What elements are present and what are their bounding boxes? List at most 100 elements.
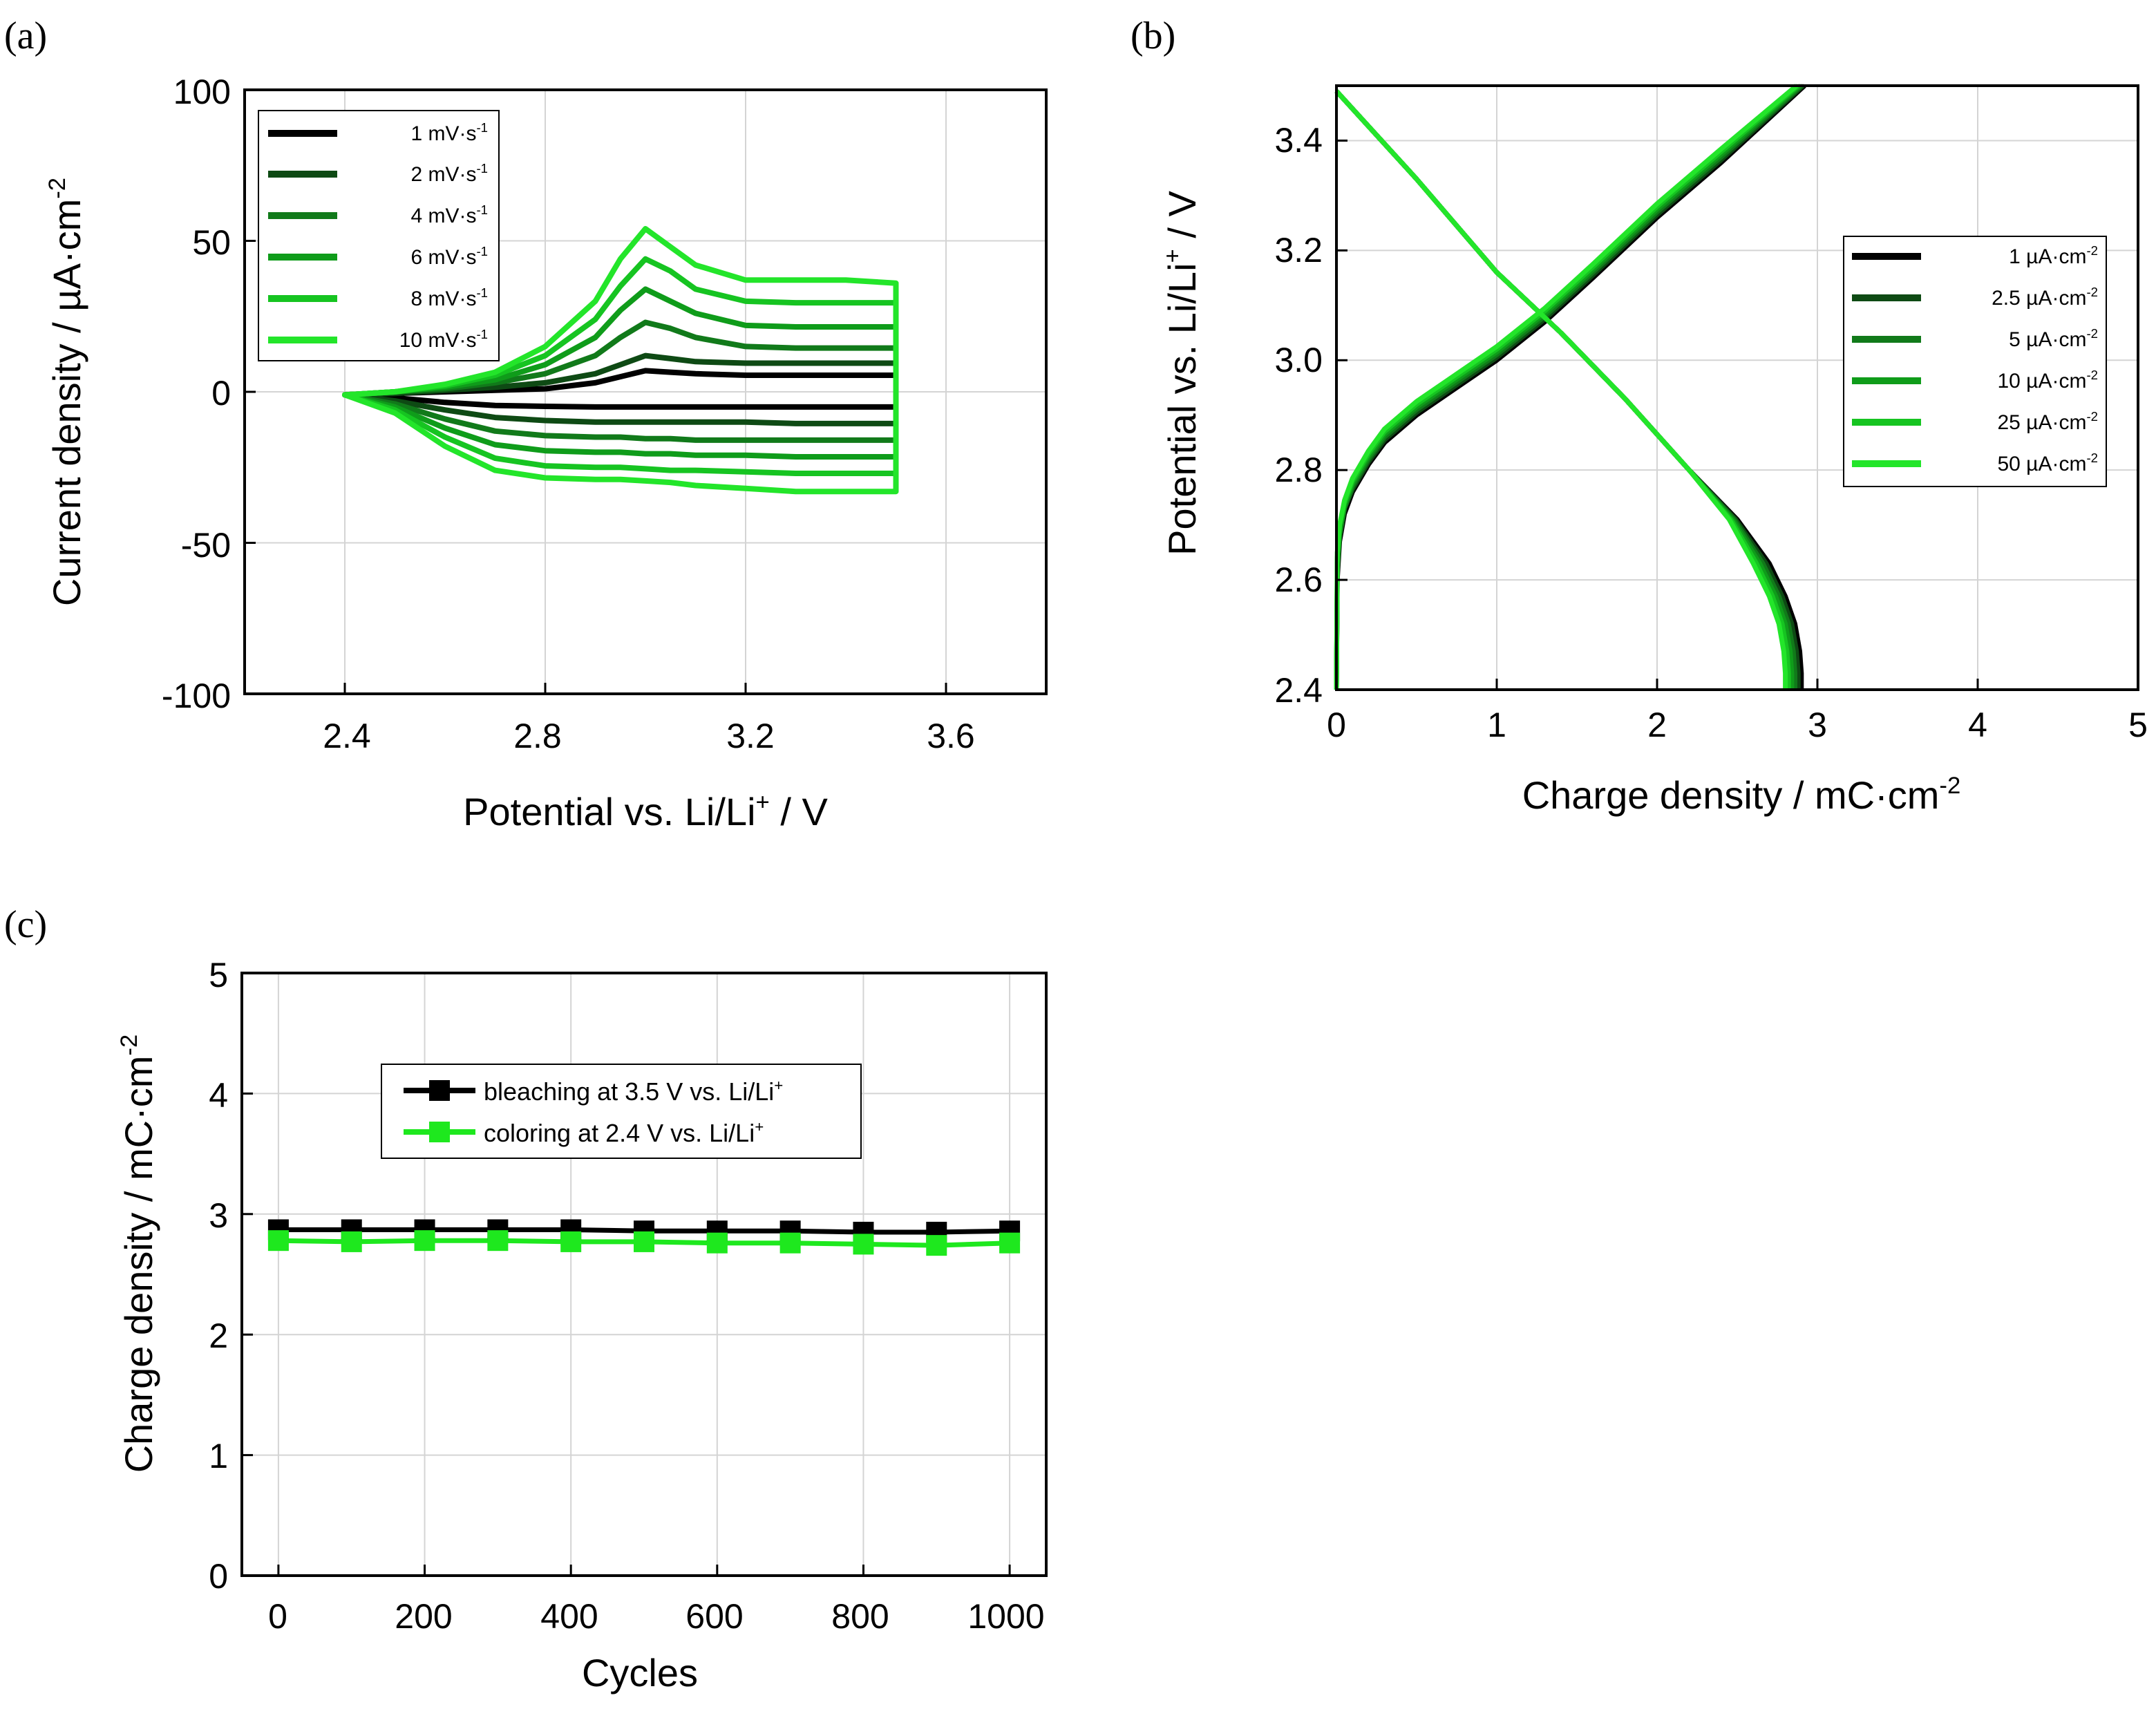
c-data-point <box>267 1230 289 1252</box>
c-y-axis-title: Charge density / mC·cm-2 <box>116 1035 160 1473</box>
panel-c-legend: bleaching at 3.5 V vs. Li/Li+ coloring a… <box>381 1064 862 1159</box>
c-data-point <box>999 1232 1021 1254</box>
c-xtick-label: 1000 <box>967 1597 1044 1636</box>
b-coloring-curve <box>1334 89 1795 690</box>
b-bleaching-curve <box>1334 84 1799 690</box>
c-xtick-label: 200 <box>395 1597 452 1636</box>
b-coloring-curve <box>1334 89 1788 690</box>
b-xtick-label: 3 <box>1808 706 1827 744</box>
b-y-axis-title: Potential vs. Li/Li+ / V <box>1160 191 1204 556</box>
c-x-axis-title: Cycles <box>582 1651 698 1694</box>
a-legend-entry: 10 mV·s-1 <box>399 327 488 352</box>
a-ytick-label: 0 <box>211 374 231 413</box>
c-legend-box <box>381 1064 862 1159</box>
a-ytick-label: -100 <box>162 677 231 715</box>
b-legend-box <box>1843 236 2107 487</box>
c-ytick-label: 3 <box>209 1196 228 1235</box>
a-legend-entry: 4 mV·s-1 <box>410 202 488 227</box>
c-ytick-label: 5 <box>209 956 228 994</box>
b-coloring-curve <box>1334 89 1797 690</box>
b-legend-entry: 2.5 µA·cm-2 <box>1992 285 2098 310</box>
a-ytick-label: 100 <box>173 73 231 111</box>
c-xtick-label: 800 <box>831 1597 889 1636</box>
panel-b-label: (b) <box>1131 15 1175 57</box>
b-bleaching-curve <box>1334 84 1800 690</box>
panel-b-legend: 1 µA·cm-2 2.5 µA·cm-2 5 µA·cm-2 10 µA·cm… <box>1843 236 2107 487</box>
panel-a-plot-area <box>342 226 899 495</box>
panel-a-ticks <box>245 88 947 695</box>
c-ytick-label: 1 <box>209 1437 228 1475</box>
c-legend-entry: coloring at 2.4 V vs. Li/Li+ <box>484 1118 764 1147</box>
panel-a-legend: 1 mV·s-1 2 mV·s-1 4 mV·s-1 6 mV·s-1 8 mV… <box>258 110 500 361</box>
a-y-axis-title: Current density / µA·cm-2 <box>44 178 88 606</box>
panel-c-frame <box>240 972 1048 1577</box>
a-xtick-label: 2.8 <box>513 717 562 755</box>
b-ytick-label: 3.2 <box>1274 231 1323 270</box>
c-data-point <box>560 1231 582 1252</box>
a-legend-entry: 1 mV·s-1 <box>410 120 488 145</box>
b-x-axis-title: Charge density / mC·cm-2 <box>1522 773 1961 817</box>
panel-b-ticks <box>1335 139 2139 691</box>
panel-b-charge-curves: (b) 0 1 2 3 4 5 3.4 3.2 3.0 2.8 2.6 2.4 … <box>1131 15 2148 817</box>
b-legend-entry: 25 µA·cm-2 <box>1997 409 2098 434</box>
c-xtick-label: 600 <box>685 1597 743 1636</box>
panel-c-plot-area <box>267 1219 1021 1256</box>
panel-c-grid <box>242 972 1046 1576</box>
b-bleaching-curve <box>1334 84 1802 690</box>
b-bleaching-curve <box>1334 84 1805 690</box>
a-series-curve <box>342 226 899 495</box>
b-xtick-label: 5 <box>2128 706 2148 744</box>
c-data-point <box>487 1230 509 1252</box>
c-data-point <box>926 1235 947 1256</box>
b-ytick-label: 3.0 <box>1274 341 1323 379</box>
b-legend-entry: 10 µA·cm-2 <box>1997 368 2098 393</box>
b-legend-entry: 1 µA·cm-2 <box>2009 243 2098 268</box>
a-ytick-label: -50 <box>181 526 231 565</box>
a-xtick-label: 3.2 <box>726 717 775 755</box>
c-legend-swatch-marker <box>429 1080 450 1101</box>
c-data-point <box>853 1234 874 1255</box>
c-legend-entry: bleaching at 3.5 V vs. Li/Li+ <box>484 1077 783 1106</box>
a-xtick-label: 3.6 <box>927 717 975 755</box>
b-legend-entry: 50 µA·cm-2 <box>1997 451 2098 475</box>
b-ytick-label: 2.4 <box>1274 671 1323 710</box>
a-ytick-label: 50 <box>192 223 231 262</box>
c-data-point <box>634 1231 654 1252</box>
b-xtick-label: 1 <box>1487 706 1506 744</box>
b-ytick-label: 3.4 <box>1274 121 1323 160</box>
a-legend-entry: 2 mV·s-1 <box>410 161 488 186</box>
panel-c-label: (c) <box>4 903 47 946</box>
panel-c-ticks <box>242 972 1011 1577</box>
b-ytick-label: 2.8 <box>1274 451 1323 489</box>
panel-b-plot-area <box>1334 84 1806 690</box>
b-xtick-label: 0 <box>1327 706 1346 744</box>
c-data-point <box>341 1231 362 1252</box>
c-legend-swatch-marker <box>429 1122 450 1142</box>
a-xtick-label: 2.4 <box>323 717 371 755</box>
b-bleaching-curve <box>1334 84 1806 690</box>
a-legend-entry: 8 mV·s-1 <box>410 285 488 310</box>
a-x-axis-title: Potential vs. Li/Li+ / V <box>463 789 828 833</box>
c-xtick-label: 400 <box>540 1597 598 1636</box>
panel-c-cycling-stability: (c) 0 200 400 600 800 1000 5 4 3 2 1 0 C… <box>4 903 1048 1694</box>
a-legend-box <box>258 110 500 361</box>
a-legend-entry: 6 mV·s-1 <box>410 244 488 269</box>
c-data-point <box>706 1232 728 1254</box>
b-coloring-curve <box>1334 89 1791 690</box>
c-xtick-label: 0 <box>268 1597 287 1636</box>
c-data-point <box>414 1230 435 1252</box>
b-xtick-label: 2 <box>1647 706 1667 744</box>
b-xtick-label: 4 <box>1968 706 1987 744</box>
panel-a-cyclic-voltammetry: (a) 2.4 2.8 3.2 3.6 100 50 0 -50 -100 Po… <box>4 15 1048 833</box>
b-coloring-curve <box>1334 89 1801 690</box>
c-data-point <box>779 1232 801 1254</box>
c-ytick-label: 0 <box>209 1557 228 1596</box>
b-legend-entry: 5 µA·cm-2 <box>2009 326 2098 351</box>
panel-a-label: (a) <box>4 15 47 57</box>
b-coloring-curve <box>1334 89 1804 690</box>
panel-b-frame <box>1335 84 2139 691</box>
c-ytick-label: 4 <box>209 1076 228 1115</box>
b-ytick-label: 2.6 <box>1274 560 1323 599</box>
c-ytick-label: 2 <box>209 1316 228 1355</box>
